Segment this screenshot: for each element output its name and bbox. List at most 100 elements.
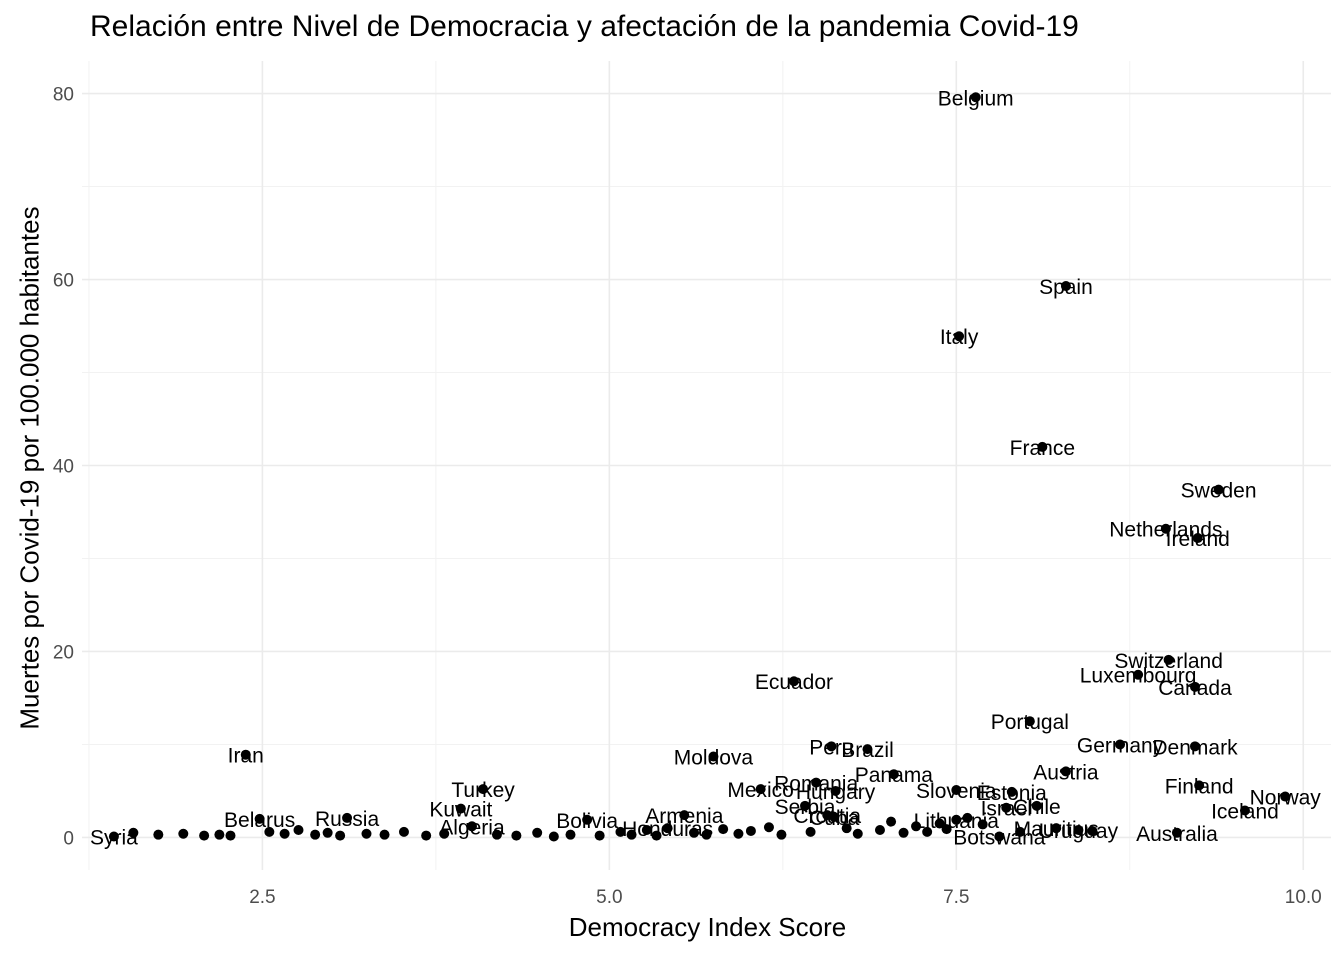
data-point [733, 828, 744, 839]
data-point [626, 829, 637, 840]
point-label: Russia [315, 808, 380, 831]
data-point [788, 676, 799, 687]
data-point [548, 831, 559, 842]
data-point [922, 826, 933, 837]
data-point [1024, 716, 1035, 727]
data-point [679, 810, 690, 821]
data-point [532, 827, 543, 838]
point-label: Syria [90, 827, 138, 850]
data-point [279, 828, 290, 839]
data-point [439, 828, 450, 839]
data-point [1194, 780, 1205, 791]
point-label: Iceland [1211, 800, 1279, 823]
data-point [1015, 826, 1026, 837]
point-label: Sweden [1181, 480, 1257, 503]
data-point [1087, 825, 1098, 836]
data-point [826, 741, 837, 752]
data-point [874, 825, 885, 836]
data-point [293, 825, 304, 836]
data-point [1001, 802, 1012, 813]
point-label: Slovenia [916, 780, 997, 803]
data-point [689, 827, 700, 838]
data-point [811, 777, 822, 788]
point-label: Iran [228, 745, 264, 768]
data-point [1239, 805, 1250, 816]
data-point [911, 821, 922, 832]
data-point [941, 824, 952, 835]
data-point [1189, 681, 1200, 692]
data-point [800, 800, 811, 811]
data-point [322, 827, 333, 838]
data-point [954, 331, 965, 342]
data-point [310, 829, 321, 840]
data-point [225, 830, 236, 841]
point-label: Uruguay [1039, 820, 1119, 843]
data-point [1192, 533, 1203, 544]
grid-major [82, 61, 1331, 870]
y-axis-title: Muertes por Covid-19 por 100.000 habitan… [14, 206, 45, 730]
point-label: Peru [809, 736, 853, 759]
data-point [455, 803, 466, 814]
point-label: Romania [774, 773, 858, 796]
x-tick-label: 5.0 [596, 887, 622, 908]
point-label: Finland [1165, 775, 1234, 798]
data-point [1189, 741, 1200, 752]
data-points [108, 92, 1291, 842]
point-label: Spain [1039, 276, 1093, 299]
data-point [701, 829, 712, 840]
data-point [264, 826, 275, 837]
point-label: Chile [1013, 796, 1061, 819]
point-label: Croatia [793, 805, 861, 828]
data-point [199, 830, 210, 841]
point-label: Hungary [796, 781, 876, 804]
data-point [1280, 791, 1291, 802]
data-point [662, 823, 673, 834]
point-label: Mauritius [1014, 818, 1099, 841]
data-point [342, 812, 353, 823]
data-point [1060, 281, 1071, 292]
data-point [1115, 739, 1126, 750]
y-tick-label: 80 [53, 85, 74, 106]
data-point [1171, 827, 1182, 838]
x-tick-label: 10.0 [1285, 887, 1322, 908]
data-point [745, 825, 756, 836]
data-point [886, 816, 897, 827]
point-label: Lithuania [914, 810, 1000, 833]
point-label: Bolivia [556, 810, 618, 833]
point-label: Armenia [645, 805, 724, 828]
data-point [421, 830, 432, 841]
data-point [594, 830, 605, 841]
y-tick-labels: 0 20 40 60 80 [53, 85, 74, 850]
data-point [178, 828, 189, 839]
point-label: Kuwait [429, 799, 492, 822]
point-label: Canada [1158, 677, 1232, 700]
point-label: Switzerland [1114, 650, 1223, 673]
data-point [776, 829, 787, 840]
point-label: Ireland [1166, 528, 1230, 551]
data-point [491, 829, 502, 840]
data-point [718, 824, 729, 835]
point-label: Ecuador [755, 671, 833, 694]
data-point [1006, 786, 1017, 797]
data-point [841, 823, 852, 834]
data-point [763, 822, 774, 833]
data-point [1037, 441, 1048, 452]
data-point [108, 831, 119, 842]
point-label: Denmark [1152, 736, 1238, 759]
data-point [934, 818, 945, 829]
data-point [977, 819, 988, 830]
point-labels: Belgium Spain Italy France Sweden Netherlands… [90, 87, 1321, 849]
x-tick-label: 7.5 [943, 887, 969, 908]
data-point [254, 813, 265, 824]
data-point [641, 825, 652, 836]
point-label: Netherlands [1109, 519, 1222, 542]
data-point [466, 821, 477, 832]
point-label: Italy [940, 326, 979, 349]
point-label: Luxembourg [1080, 665, 1197, 688]
data-point [962, 812, 973, 823]
x-axis-title: Democracy Index Score [568, 912, 847, 942]
data-point [852, 828, 863, 839]
point-label: Botswana [953, 827, 1046, 850]
data-point [335, 830, 346, 841]
